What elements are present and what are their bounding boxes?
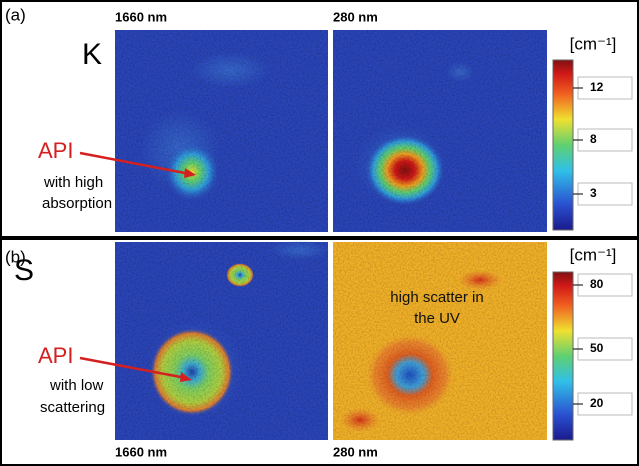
annotation-title: API: [38, 138, 73, 163]
annotation-text: absorption: [42, 195, 112, 212]
colorbar-unit: [cm⁻¹]: [570, 34, 617, 53]
panel-label: (a): [5, 5, 26, 24]
annotation-text: scattering: [40, 399, 105, 416]
colorbar-unit: [cm⁻¹]: [570, 245, 617, 264]
colorbar-tick: 80: [573, 274, 632, 296]
colorbar-tick: 8: [573, 129, 632, 151]
colorbar-tick: 20: [573, 393, 632, 415]
heatmap-image: [115, 240, 330, 440]
tick-label: 80: [590, 277, 604, 291]
tick-label: 12: [590, 80, 604, 94]
quantity-label: K: [82, 38, 102, 71]
colorbar: [553, 60, 573, 230]
annotation-text: with low: [49, 377, 104, 394]
tick-label: 20: [590, 396, 604, 410]
colorbar-tick: 50: [573, 338, 632, 360]
colorbar-tick: 12: [573, 77, 632, 99]
annotation-title: API: [38, 343, 73, 368]
figure: (a) K 1660 nm 280 nm API with high absor…: [0, 0, 639, 466]
wavelength-label: 1660 nm: [115, 9, 167, 24]
heatmap-image: [333, 30, 547, 232]
image-note: the UV: [414, 310, 460, 327]
tick-label: 8: [590, 132, 597, 146]
heatmap-image: [333, 242, 547, 440]
colorbar: [553, 272, 573, 440]
annotation-text: with high: [43, 174, 103, 191]
image-note: high scatter in: [390, 289, 483, 306]
wavelength-label: 280 nm: [333, 9, 378, 24]
quantity-label: S: [14, 254, 34, 287]
heatmap-image: [115, 30, 328, 232]
tick-label: 50: [590, 341, 604, 355]
wavelength-label: 280 nm: [333, 444, 378, 459]
colorbar-tick: 3: [573, 183, 632, 205]
tick-label: 3: [590, 186, 597, 200]
wavelength-label: 1660 nm: [115, 444, 167, 459]
